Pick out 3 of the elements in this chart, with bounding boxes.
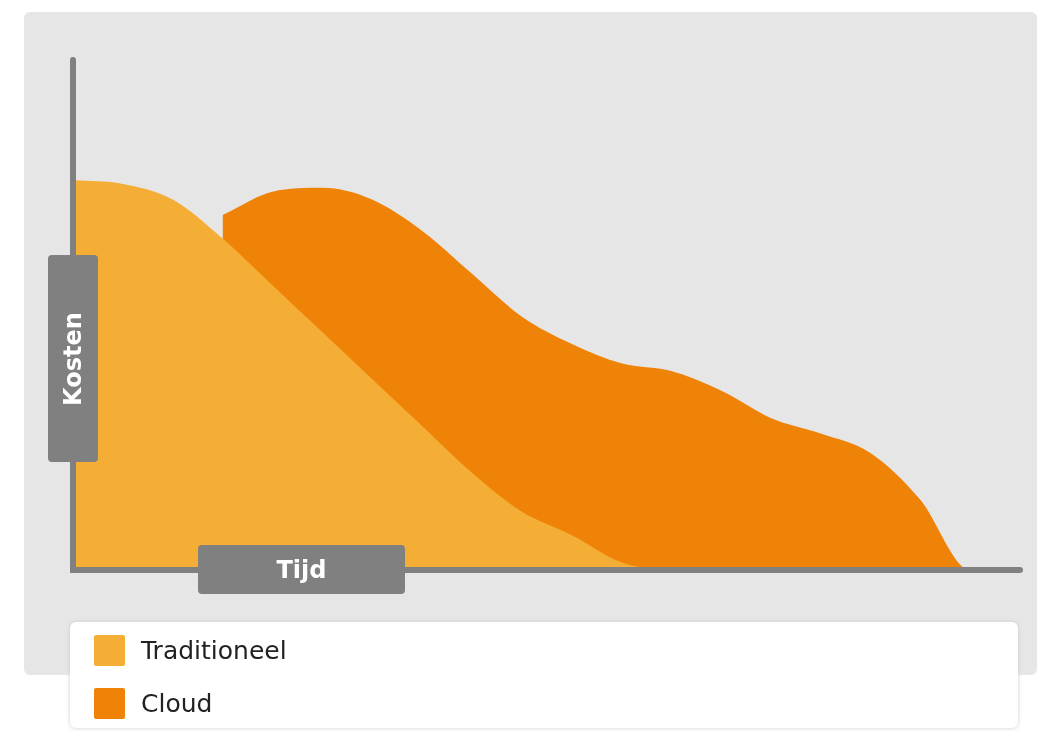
legend-label: Cloud <box>141 689 213 718</box>
legend-label: Traditioneel <box>141 636 287 665</box>
y-axis-title: Kosten <box>59 311 88 406</box>
